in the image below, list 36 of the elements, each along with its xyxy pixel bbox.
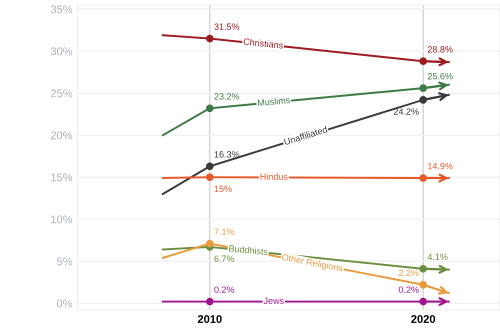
- y-tick-label: 25%: [50, 89, 72, 98]
- data-label: 14.9%: [428, 162, 453, 170]
- data-label: 24.2%: [394, 108, 419, 115]
- series-label: Jews: [264, 298, 284, 304]
- x-tick-label: 2010: [198, 315, 222, 323]
- text: Christians: [243, 38, 284, 49]
- x-tick-label: 2020: [411, 315, 436, 323]
- data-label: 16.3%: [214, 151, 240, 158]
- data-label: 0.2%: [214, 286, 234, 293]
- data-label: 23.2%: [214, 93, 240, 100]
- y-tick-label: 30%: [50, 47, 72, 56]
- point: [206, 173, 214, 182]
- data-label: 4.1%: [428, 254, 448, 260]
- y-tick-label: 15%: [51, 174, 72, 182]
- data-label: 28.8%: [428, 46, 453, 53]
- point: [206, 162, 214, 170]
- y-tick-label: 0%: [57, 300, 72, 308]
- point: [206, 34, 214, 42]
- point: [206, 298, 214, 306]
- y-tick-label: 35%: [50, 5, 72, 14]
- data-label: 0.2%: [398, 286, 419, 293]
- data-label: 6.7%: [214, 255, 234, 262]
- point: [206, 240, 214, 248]
- data-label: 15%: [214, 186, 232, 192]
- data-label: 2.2%: [398, 270, 419, 276]
- text: Other Religions: [281, 253, 344, 274]
- series-label: Hindus: [260, 173, 288, 180]
- text: Buddhists: [228, 244, 268, 256]
- point: [206, 104, 214, 112]
- data-label: 31.5%: [214, 23, 240, 30]
- text: Muslims: [258, 96, 290, 106]
- data-label: 25.6%: [428, 73, 453, 80]
- data-label: 7.1%: [214, 228, 234, 235]
- y-tick-label: 5%: [57, 258, 72, 266]
- y-tick-label: 10%: [51, 215, 72, 224]
- y-tick-label: 20%: [50, 131, 72, 140]
